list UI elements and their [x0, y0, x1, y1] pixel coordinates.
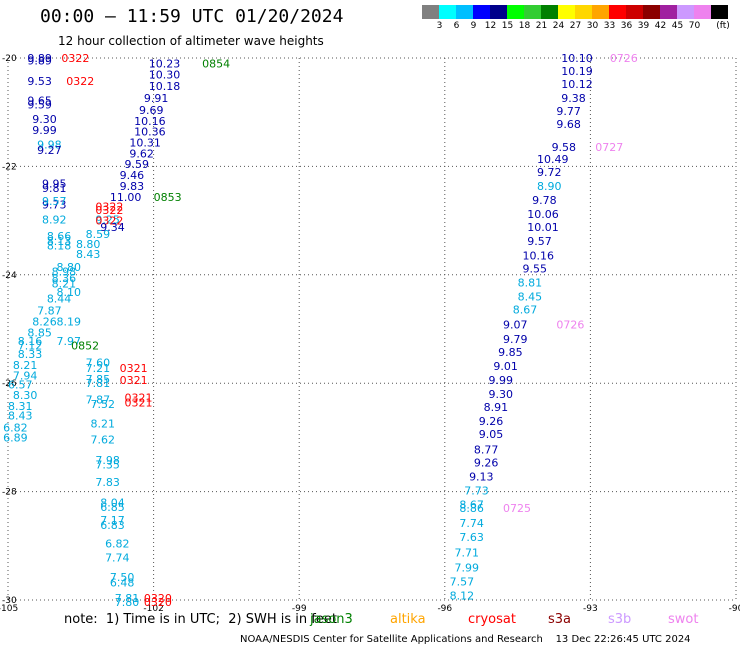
wave-height-label: 8.90	[537, 180, 562, 193]
wave-height-label: 6.82	[105, 538, 130, 551]
wave-height-label: 9.05	[479, 428, 504, 441]
wave-height-label: 9.77	[556, 105, 581, 118]
wave-height-label: 9.79	[503, 333, 528, 346]
wave-height-label: 0727	[595, 141, 623, 154]
wave-height-label: 9.30	[488, 388, 512, 401]
wave-height-label: 10.01	[527, 221, 559, 234]
wave-height-label: 8.91	[484, 401, 509, 414]
satellite-legend-item: s3b	[608, 612, 631, 627]
wave-height-label: 9.85	[498, 346, 522, 359]
wave-height-label: 9.34	[100, 221, 125, 234]
satellite-legend-item: cryosat	[468, 612, 516, 627]
wave-height-label: 8.43	[76, 248, 101, 261]
satellite-legend-item: altika	[390, 612, 426, 627]
wave-height-label: 10.19	[561, 65, 593, 78]
wave-height-label: 9.55	[522, 262, 547, 275]
wave-height-label: 9.89	[27, 55, 52, 68]
wave-height-label: 6.48	[110, 577, 135, 590]
wave-height-label: 9.72	[537, 166, 562, 179]
wave-height-label: 8.77	[474, 443, 499, 456]
wave-height-label: 8.86	[459, 502, 484, 515]
wave-height-label: 9.26	[474, 456, 499, 469]
footer-note: note: 1) Time is in UTC; 2) SWH is in fe…	[64, 612, 337, 627]
x-tick-label: -90	[729, 604, 740, 614]
wave-height-label: 9.07	[503, 319, 528, 332]
wave-height-label: 8.19	[57, 315, 82, 328]
wave-height-label: 7.35	[95, 459, 120, 472]
wave-height-label: 9.81	[42, 182, 66, 195]
wave-height-label: 7.80	[115, 596, 140, 609]
wave-height-label: 10.10	[561, 52, 593, 65]
wave-height-label: 9.38	[561, 92, 586, 105]
wave-height-label: 9.78	[532, 194, 557, 207]
wave-height-label: 8.45	[518, 290, 543, 303]
wave-height-label: 10.16	[522, 249, 554, 262]
wave-height-label: 8.92	[42, 214, 66, 227]
wave-height-label: 6.89	[3, 431, 28, 444]
y-tick-label: -30	[2, 596, 17, 606]
wave-height-label: 0725	[503, 502, 531, 515]
wave-height-label: 7.63	[459, 531, 484, 544]
wave-height-label: 8.81	[518, 276, 543, 289]
wave-height-label: 10.12	[561, 78, 593, 91]
satellite-legend-item: s3a	[548, 612, 571, 627]
wave-height-label: 7.83	[95, 476, 120, 489]
wave-height-label: 7.99	[455, 561, 480, 574]
wave-height-label: 9.57	[527, 235, 552, 248]
wave-height-label: 8.12	[450, 590, 475, 603]
x-tick-label: -93	[583, 604, 598, 614]
wave-height-label: 9.53	[27, 75, 52, 88]
wave-height-label: 9.27	[37, 144, 62, 157]
wave-height-label: 9.68	[556, 118, 581, 131]
wave-height-label: 9.57	[42, 195, 66, 208]
wave-height-label: 7.74	[105, 552, 130, 565]
wave-height-label: 7.62	[91, 434, 116, 447]
wave-height-label: 0726	[556, 319, 584, 332]
satellite-legend-item: swot	[668, 612, 698, 627]
wave-height-label: 0853	[154, 191, 182, 204]
wave-height-label: 9.13	[469, 470, 494, 483]
wave-height-label: 0322	[61, 52, 89, 65]
y-tick-label: -28	[2, 488, 17, 498]
wave-height-label: 9.01	[493, 360, 518, 373]
wave-height-label: 6.83	[100, 519, 125, 532]
wave-height-label: 8.21	[91, 417, 116, 430]
wave-height-label: 0320	[144, 596, 172, 609]
wave-height-label: 9.26	[479, 415, 504, 428]
wave-height-label: 6.85	[100, 501, 125, 514]
wave-height-label: 0726	[610, 52, 638, 65]
wave-height-label: 8.18	[47, 240, 72, 253]
wave-height-label: 9.99	[32, 124, 57, 137]
y-tick-label: -24	[2, 271, 17, 281]
wave-height-label: 0852	[71, 339, 99, 352]
credit-line: NOAA/NESDIS Center for Satellite Applica…	[240, 634, 691, 645]
wave-height-label: 9.99	[488, 374, 512, 387]
wave-height-label: 9.59	[27, 99, 52, 112]
wave-height-label: 0854	[202, 57, 230, 70]
wave-height-label: 7.81	[86, 377, 111, 390]
wave-height-label: 7.57	[450, 576, 475, 589]
wave-height-label: 7.71	[455, 546, 480, 559]
satellite-legend-item: jason3	[310, 612, 353, 627]
wave-height-label: 0321	[120, 374, 148, 387]
wave-height-label: 10.49	[537, 153, 569, 166]
y-tick-label: -20	[2, 54, 17, 64]
x-tick-label: -96	[437, 604, 452, 614]
y-tick-label: -22	[2, 162, 17, 172]
wave-height-label: 7.73	[464, 485, 489, 498]
wave-height-label: 7.52	[91, 398, 116, 411]
wave-height-label: 8.67	[513, 303, 538, 316]
wave-height-label: 0321	[124, 397, 152, 410]
wave-height-label: 10.06	[527, 208, 559, 221]
wave-height-label: 0322	[66, 75, 94, 88]
wave-height-label: 7.74	[459, 517, 484, 530]
